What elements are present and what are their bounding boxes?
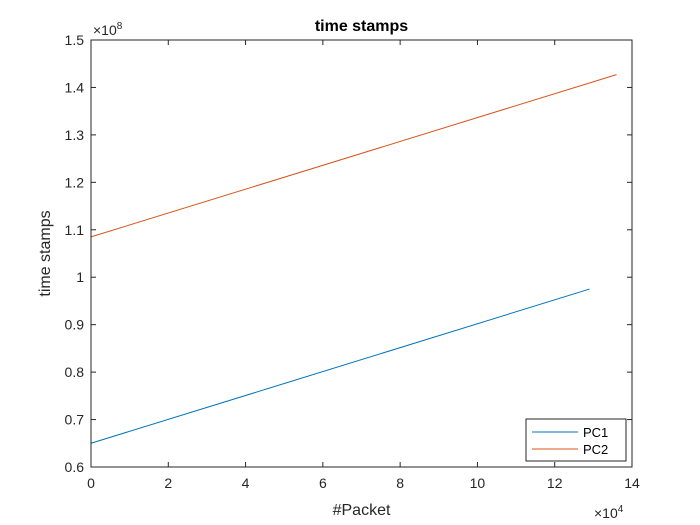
- x-tick-label: 14: [624, 475, 640, 491]
- y-tick-label: 0.6: [65, 459, 85, 475]
- x-axis-multiplier: ×104: [594, 504, 624, 521]
- x-axis-label: #Packet: [333, 502, 391, 519]
- y-tick-label: 1.4: [65, 79, 85, 95]
- chart-title: time stamps: [315, 18, 408, 35]
- y-axis-multiplier: ×108: [93, 21, 123, 38]
- y-tick-label: 1.1: [65, 222, 85, 238]
- series-line-pc2: [90, 74, 617, 238]
- series-line-pc1: [90, 288, 590, 444]
- x-tick-label: 0: [87, 475, 95, 491]
- y-tick-label: 1.3: [65, 127, 85, 143]
- x-axis: 0 2 4 6 8 10 12 14: [87, 40, 640, 491]
- x-tick-label: 10: [470, 475, 486, 491]
- y-tick-label: 1.2: [65, 174, 85, 190]
- x-tick-label: 4: [242, 475, 250, 491]
- y-tick-label: 1.5: [65, 32, 85, 48]
- x-multiplier-exponent: 4: [618, 504, 624, 515]
- x-tick-label: 2: [164, 475, 172, 491]
- legend-entry-pc2: PC2: [583, 442, 608, 457]
- y-axis-label: time stamps: [37, 210, 54, 296]
- x-multiplier-base: ×10: [594, 505, 618, 521]
- axes-background: [91, 40, 632, 467]
- legend: PC1 PC2: [525, 418, 627, 462]
- y-tick-label: 0.9: [65, 317, 85, 333]
- y-tick-label: 1: [76, 269, 84, 285]
- axes-box: [90, 39, 633, 468]
- y-tick-label: 0.7: [65, 412, 85, 428]
- y-tick-label: 0.8: [65, 364, 85, 380]
- legend-box: [525, 418, 627, 462]
- y-multiplier-base: ×10: [93, 22, 117, 38]
- x-tick-label: 8: [396, 475, 404, 491]
- y-multiplier-exponent: 8: [117, 21, 123, 32]
- y-axis: 0.6 0.7 0.8 0.9 1 1.1 1.2 1.3 1.4 1.5: [65, 32, 632, 475]
- x-tick-label: 6: [319, 475, 327, 491]
- x-tick-label: 12: [547, 475, 563, 491]
- legend-entry-pc1: PC1: [583, 425, 608, 440]
- series-layer: [90, 74, 617, 444]
